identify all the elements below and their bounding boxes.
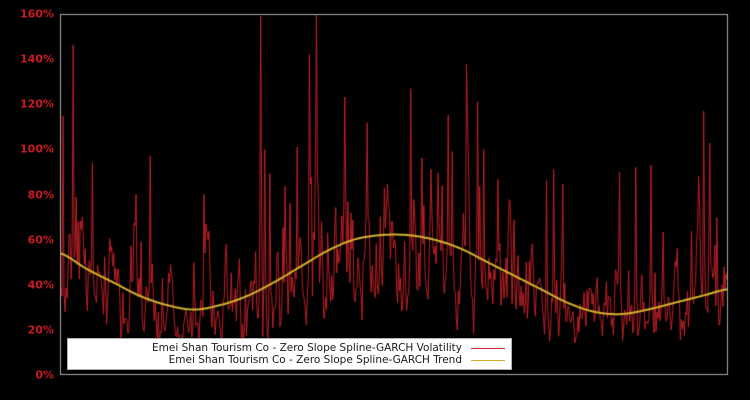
chart-legend: Emei Shan Tourism Co - Zero Slope Spline…: [67, 338, 512, 370]
legend-entry-trend: Emei Shan Tourism Co - Zero Slope Spline…: [74, 354, 505, 366]
legend-label-trend: Emei Shan Tourism Co - Zero Slope Spline…: [168, 353, 462, 366]
legend-entry-volatility: Emei Shan Tourism Co - Zero Slope Spline…: [74, 342, 505, 354]
legend-label-volatility: Emei Shan Tourism Co - Zero Slope Spline…: [152, 341, 462, 354]
legend-swatch-trend: [471, 359, 505, 361]
legend-swatch-volatility: [471, 347, 505, 349]
